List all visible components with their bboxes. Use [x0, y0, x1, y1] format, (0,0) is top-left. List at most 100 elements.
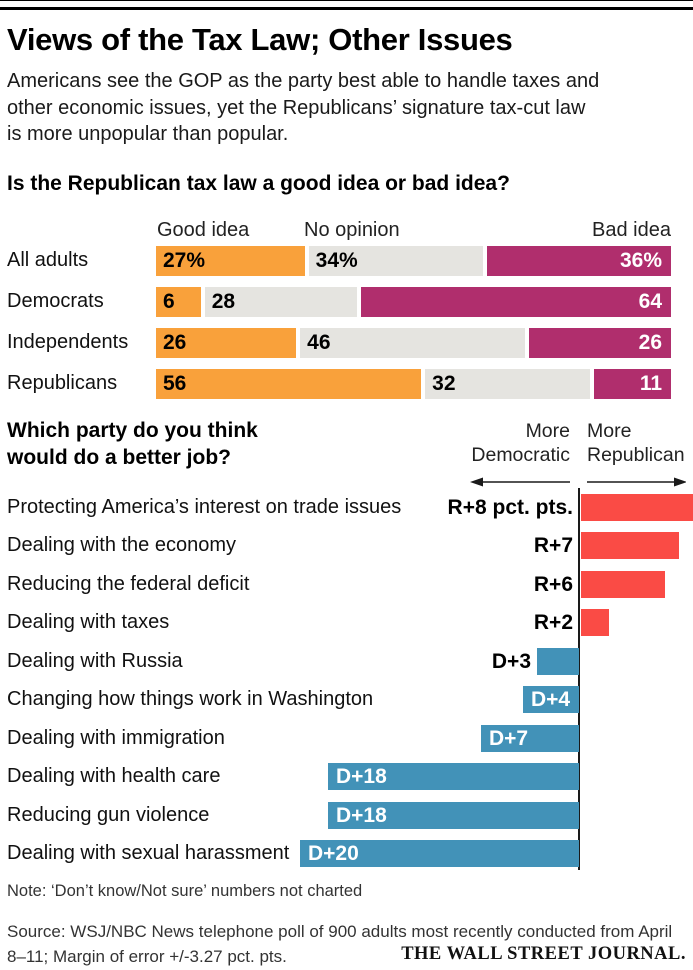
segment-value-label: 34% — [315, 248, 358, 272]
legend-no-opinion: No opinion — [304, 218, 400, 241]
issue-label: Dealing with immigration — [7, 726, 225, 749]
margin-value-label: D+7 — [489, 726, 529, 750]
issue-row: Dealing with immigration D+7 — [7, 724, 686, 752]
issue-label: Reducing gun violence — [7, 803, 210, 826]
tax-law-rows: All adults 27% 34% 36% Democrats 6 28 64 Indepen… — [7, 245, 672, 399]
page-title: Views of the Tax Law; Other Issues — [7, 22, 513, 57]
party-bar-republican — [581, 570, 665, 598]
issue-label: Dealing with sexual harassment — [7, 842, 290, 864]
issue-row: Dealing with the economy R+7 — [7, 532, 686, 559]
issue-label: Changing how things work in Washington — [7, 688, 374, 710]
segment-no-opinion: 32 — [425, 368, 590, 399]
tax-law-row: Democrats 6 28 64 — [7, 286, 671, 317]
stacked-bar-track: 56 32 11 — [156, 368, 672, 399]
zero-axis-line — [578, 487, 580, 870]
category-label: Democrats — [7, 290, 104, 312]
party-bar-democratic: D+4 — [523, 686, 579, 713]
axis-header-more-democratic: More Democratic — [471, 419, 570, 466]
chart-note: Note: ‘Don’t know/Not sure’ numbers not … — [7, 882, 363, 900]
segment-bad-idea: 36% — [487, 245, 671, 276]
tax-law-chart: Good idea No opinion Bad idea All adults… — [7, 219, 672, 399]
issue-label: Dealing with Russia — [7, 649, 183, 672]
segment-no-opinion: 46 — [300, 327, 525, 358]
margin-value-label: R+8 pct. pts. — [447, 495, 573, 519]
tax-law-row: All adults 27% 34% 36% — [7, 245, 671, 276]
tax-law-question-title: Is the Republican tax law a good idea or… — [7, 171, 510, 195]
segment-no-opinion: 34% — [308, 245, 484, 276]
margin-value-label: D+18 — [336, 765, 387, 788]
issue-row: Dealing with Russia D+3 — [7, 647, 686, 675]
segment-value-label: 32 — [432, 371, 456, 395]
segment-value-label: 27% — [163, 248, 206, 272]
issue-row: Reducing gun violence D+18 — [7, 801, 686, 829]
top-hairline-rule — [0, 0, 693, 1]
segment-bad-idea: 26 — [528, 327, 671, 358]
segment-bad-idea: 11 — [593, 368, 672, 399]
segment-value-label: 6 — [163, 289, 175, 313]
axis-header-more-republican: More Republican — [587, 419, 685, 466]
segment-value-label: 28 — [211, 289, 236, 313]
segment-good-idea: 26 — [156, 327, 297, 358]
segment-value-label: 36% — [619, 248, 662, 272]
party-bar-democratic — [537, 647, 579, 675]
top-bold-rule — [0, 7, 693, 10]
issue-row: Dealing with sexual harassment D+20 — [7, 840, 686, 867]
party-bar-democratic: D+7 — [481, 724, 579, 752]
segment-value-label: 26 — [163, 330, 187, 354]
issue-label: Dealing with health care — [7, 765, 221, 787]
issue-label: Dealing with taxes — [7, 611, 170, 633]
margin-value-label: D+20 — [308, 842, 359, 865]
party-bar-republican — [581, 493, 693, 521]
party-bar-republican — [581, 532, 679, 559]
segment-value-label: 64 — [638, 289, 662, 313]
margin-value-label: D+18 — [336, 803, 387, 827]
margin-value-label: D+4 — [531, 688, 571, 711]
segment-good-idea: 56 — [156, 368, 422, 399]
segment-no-opinion: 28 — [204, 286, 357, 317]
source-text: Source: WSJ/NBC News telephone poll of 9… — [7, 921, 673, 966]
tax-law-legend: Good idea No opinion Bad idea — [7, 219, 671, 243]
legend-good-idea: Good idea — [157, 218, 250, 241]
party-bar-democratic: D+18 — [328, 763, 579, 790]
segment-value-label: 56 — [163, 371, 187, 395]
margin-value-label: R+7 — [533, 534, 573, 557]
page-subtitle: Americans see the GOP as the party best … — [7, 70, 600, 145]
margin-value-label: R+6 — [533, 572, 573, 596]
issue-label: Dealing with the economy — [7, 534, 237, 556]
margin-value-label: R+2 — [533, 611, 573, 634]
category-label: Republicans — [7, 372, 118, 394]
party-bar-democratic: D+20 — [300, 840, 579, 867]
party-bar-democratic: D+18 — [328, 801, 579, 829]
direction-arrows-icon — [470, 477, 686, 486]
category-label: All adults — [7, 249, 89, 271]
legend-bad-idea: Bad idea — [592, 218, 671, 241]
issue-row: Changing how things work in Washington D+… — [7, 686, 686, 713]
margin-value-label: D+3 — [491, 649, 531, 673]
category-label: Independents — [7, 331, 129, 353]
better-job-chart: Protecting America’s interest on trade i… — [7, 487, 693, 870]
stacked-bar-track: 26 46 26 — [156, 327, 671, 358]
issue-row: Dealing with health care D+18 — [7, 763, 686, 790]
segment-value-label: 46 — [307, 330, 331, 354]
segment-value-label: 11 — [639, 371, 663, 395]
issue-label: Reducing the federal deficit — [7, 572, 250, 595]
better-job-header: Which party do you think would do a bett… — [7, 417, 686, 494]
footer: Source: WSJ/NBC News telephone poll of 9… — [7, 919, 686, 970]
issue-row: Reducing the federal deficit R+6 — [7, 570, 686, 598]
issue-label: Protecting America’s interest on trade i… — [7, 495, 402, 518]
segment-value-label: 26 — [638, 330, 662, 354]
content-area: Views of the Tax Law; Other Issues Ameri… — [0, 22, 693, 970]
better-job-question-title: Which party do you think would do a bett… — [7, 418, 258, 469]
issue-row: Protecting America’s interest on trade i… — [7, 493, 693, 521]
stacked-bar-track: 27% 34% 36% — [156, 245, 671, 276]
segment-good-idea: 6 — [156, 286, 201, 317]
segment-bad-idea: 64 — [360, 286, 671, 317]
segment-good-idea: 27% — [156, 245, 305, 276]
stacked-bar-track: 6 28 64 — [156, 286, 671, 317]
party-bar-republican — [581, 609, 609, 636]
wsj-logo: THE WALL STREET JOURNAL. — [401, 943, 686, 964]
tax-law-row: Independents 26 46 26 — [7, 327, 671, 358]
issue-row: Dealing with taxes R+2 — [7, 609, 686, 636]
tax-law-row: Republicans 56 32 11 — [7, 368, 672, 399]
